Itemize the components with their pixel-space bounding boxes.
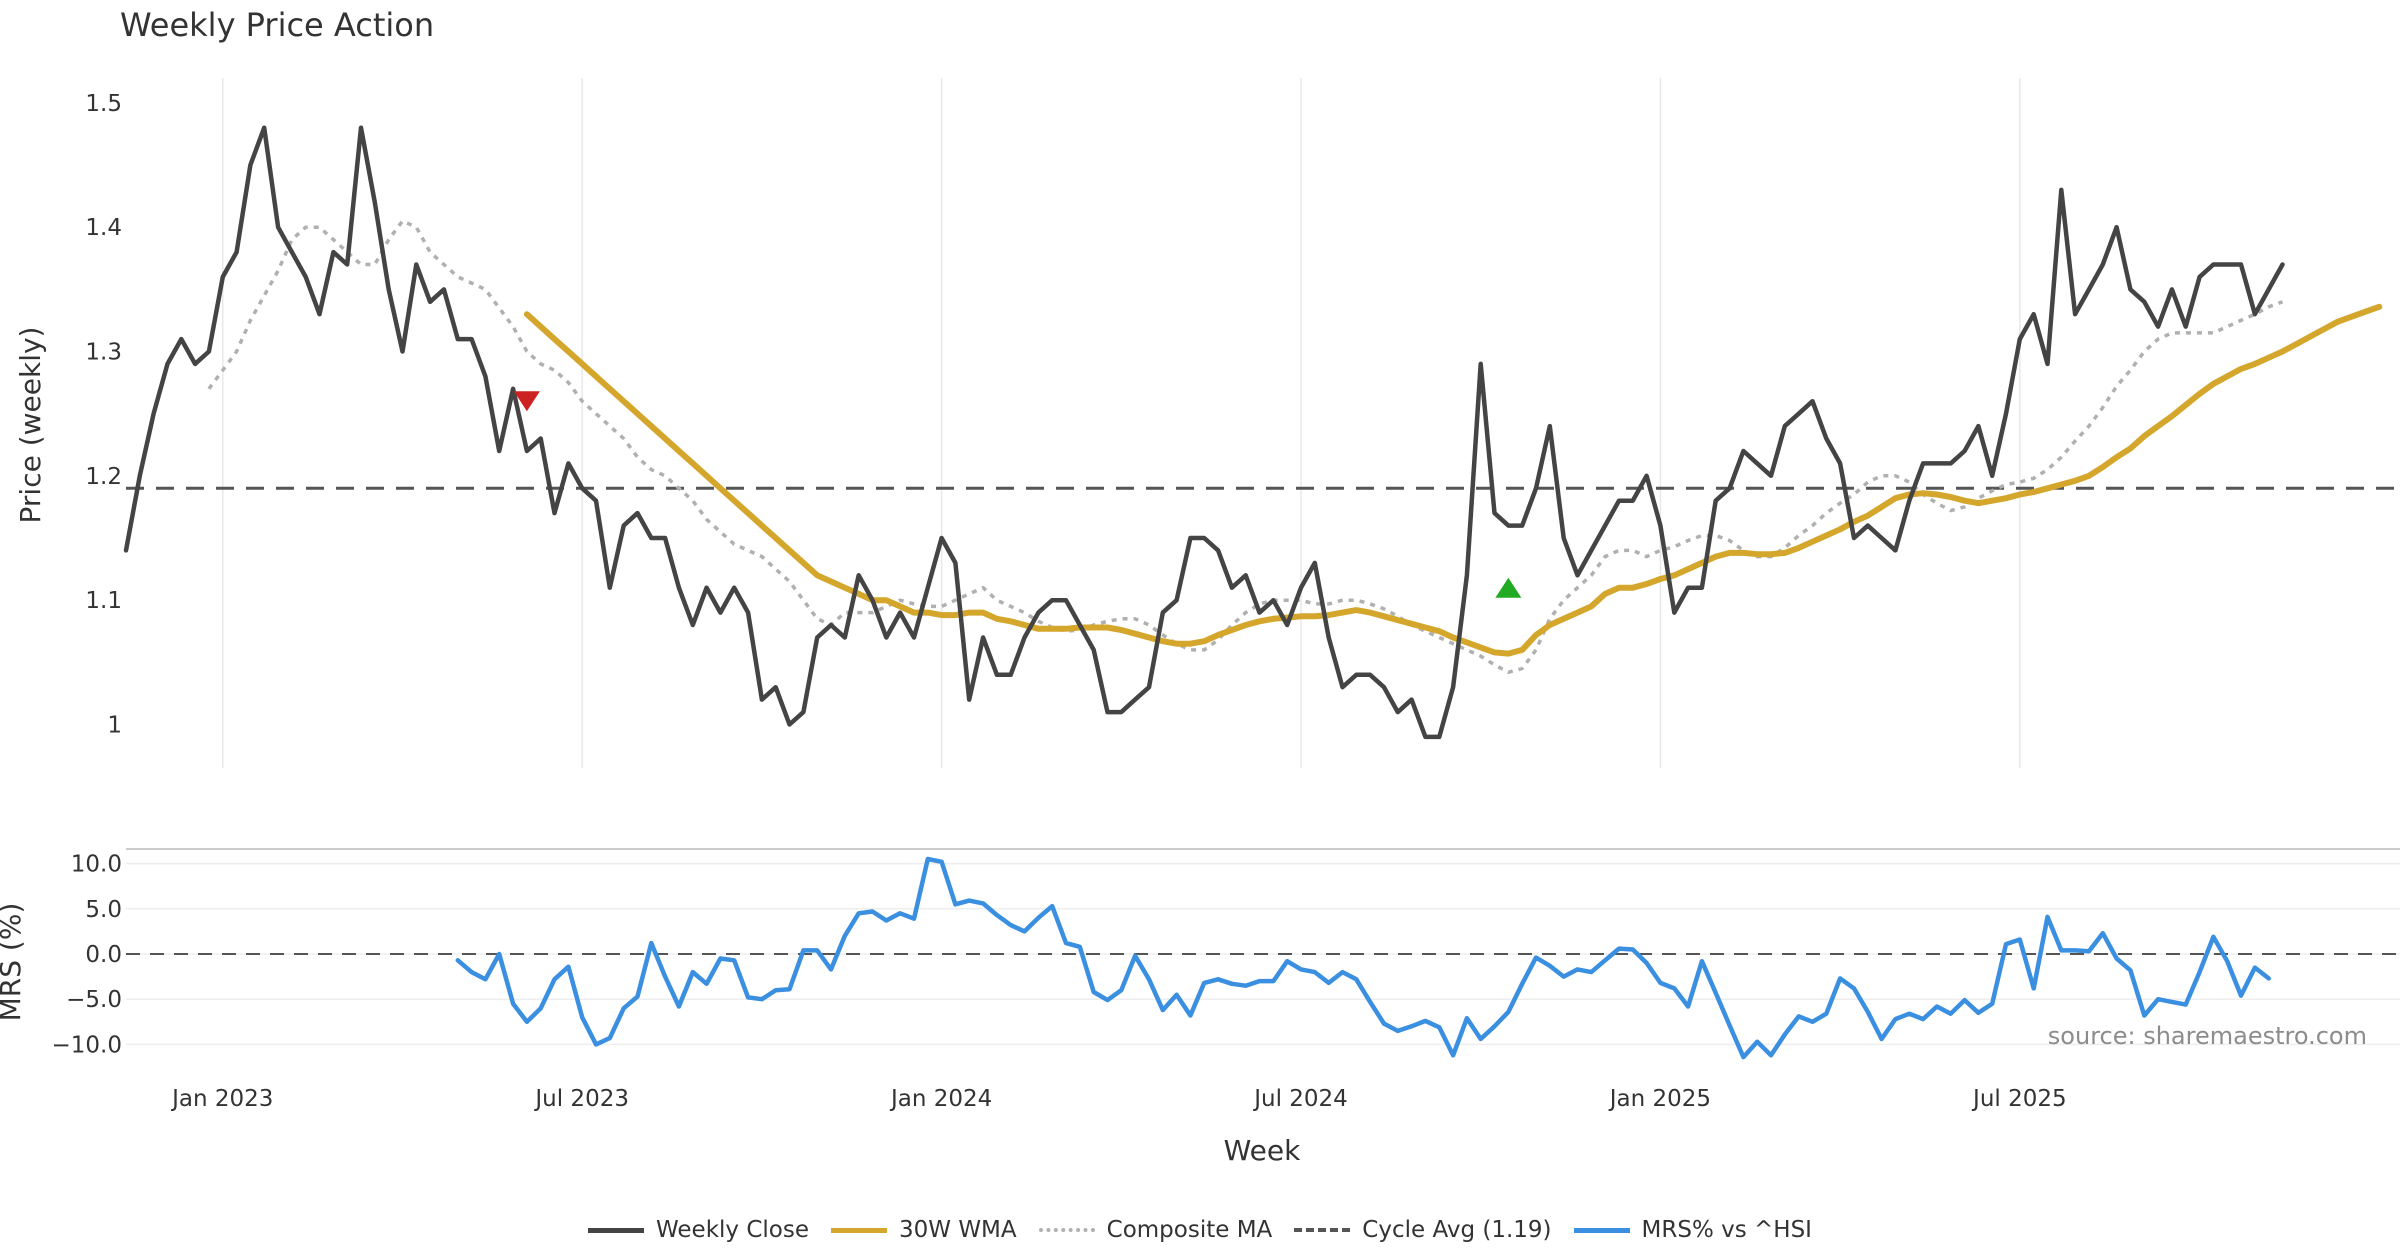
x-axis-title: Week (1224, 1134, 1301, 1167)
legend-label: Cycle Avg (1.19) (1362, 1217, 1552, 1243)
mrs-y-tick-label: 0.0 (85, 942, 122, 968)
x-tick-label: Jan 2024 (889, 1086, 992, 1112)
weekly-close-line (123, 125, 2285, 740)
price-y-tick-label: 1.5 (85, 91, 122, 117)
price-y-tick-label: 1.4 (85, 215, 122, 241)
legend-swatch (1294, 1228, 1351, 1232)
buy-signal-marker (1495, 577, 1522, 598)
legend-label: Composite MA (1106, 1217, 1273, 1243)
legend-swatch (1573, 1227, 1630, 1233)
x-tick-label: Jul 2025 (1971, 1086, 2067, 1112)
price-y-ticks: 1 1.1 1.2 1.3 1.4 1.5 (85, 91, 122, 739)
source-note: source: sharemaestro.com (2048, 1022, 2367, 1050)
legend-swatch (588, 1227, 645, 1233)
mrs-y-axis-title: MRS (%) (0, 903, 27, 1022)
mrs-y-tick-label: 10.0 (71, 852, 122, 878)
legend-item: Weekly Close (588, 1217, 809, 1243)
price-y-tick-label: 1 (107, 712, 122, 738)
x-tick-label: Jul 2024 (1252, 1086, 1348, 1112)
composite-ma-line (207, 219, 2284, 675)
legend-item: 30W WMA (831, 1217, 1017, 1243)
signals (513, 391, 1522, 598)
mrs-y-tick-label: −10.0 (52, 1032, 122, 1058)
mrs-line (455, 856, 2271, 1060)
legend-item: Composite MA (1038, 1217, 1273, 1243)
price-y-axis-title: Price (weekly) (14, 327, 47, 524)
price-y-tick-label: 1.3 (85, 340, 122, 366)
legend-label: 30W WMA (899, 1217, 1017, 1243)
mrs-y-ticks: −10.0 −5.0 0.0 5.0 10.0 (52, 852, 122, 1059)
price-series (123, 125, 2383, 740)
x-tick-label: Jul 2023 (533, 1086, 629, 1112)
legend-label: Weekly Close (656, 1217, 809, 1243)
x-tick-label: Jan 2025 (1608, 1086, 1711, 1112)
x-tick-label: Jan 2023 (170, 1086, 273, 1112)
mrs-y-tick-label: 5.0 (85, 897, 122, 923)
price-y-tick-label: 1.1 (85, 588, 122, 614)
legend-item: MRS% vs ^HSI (1573, 1217, 1812, 1243)
chart-title: Weekly Price Action (120, 6, 434, 44)
price-grid (222, 78, 2021, 768)
mrs-y-tick-label: −5.0 (66, 987, 122, 1013)
mrs-series (455, 856, 2271, 1060)
price-y-tick-label: 1.2 (85, 464, 122, 490)
legend-item: Cycle Avg (1.19) (1294, 1217, 1552, 1243)
legend-swatch (1038, 1228, 1095, 1232)
sell-signal-marker (513, 391, 540, 412)
legend-swatch (831, 1227, 887, 1233)
x-ticks: Jan 2023 Jul 2023 Jan 2024 Jul 2024 Jan 2025… (170, 1086, 2067, 1112)
legend-label: MRS% vs ^HSI (1641, 1217, 1812, 1243)
legend: Weekly Close 30W WMA Composite MA Cycle Avg… (0, 1210, 2400, 1250)
wma-30w-line (523, 303, 2383, 657)
